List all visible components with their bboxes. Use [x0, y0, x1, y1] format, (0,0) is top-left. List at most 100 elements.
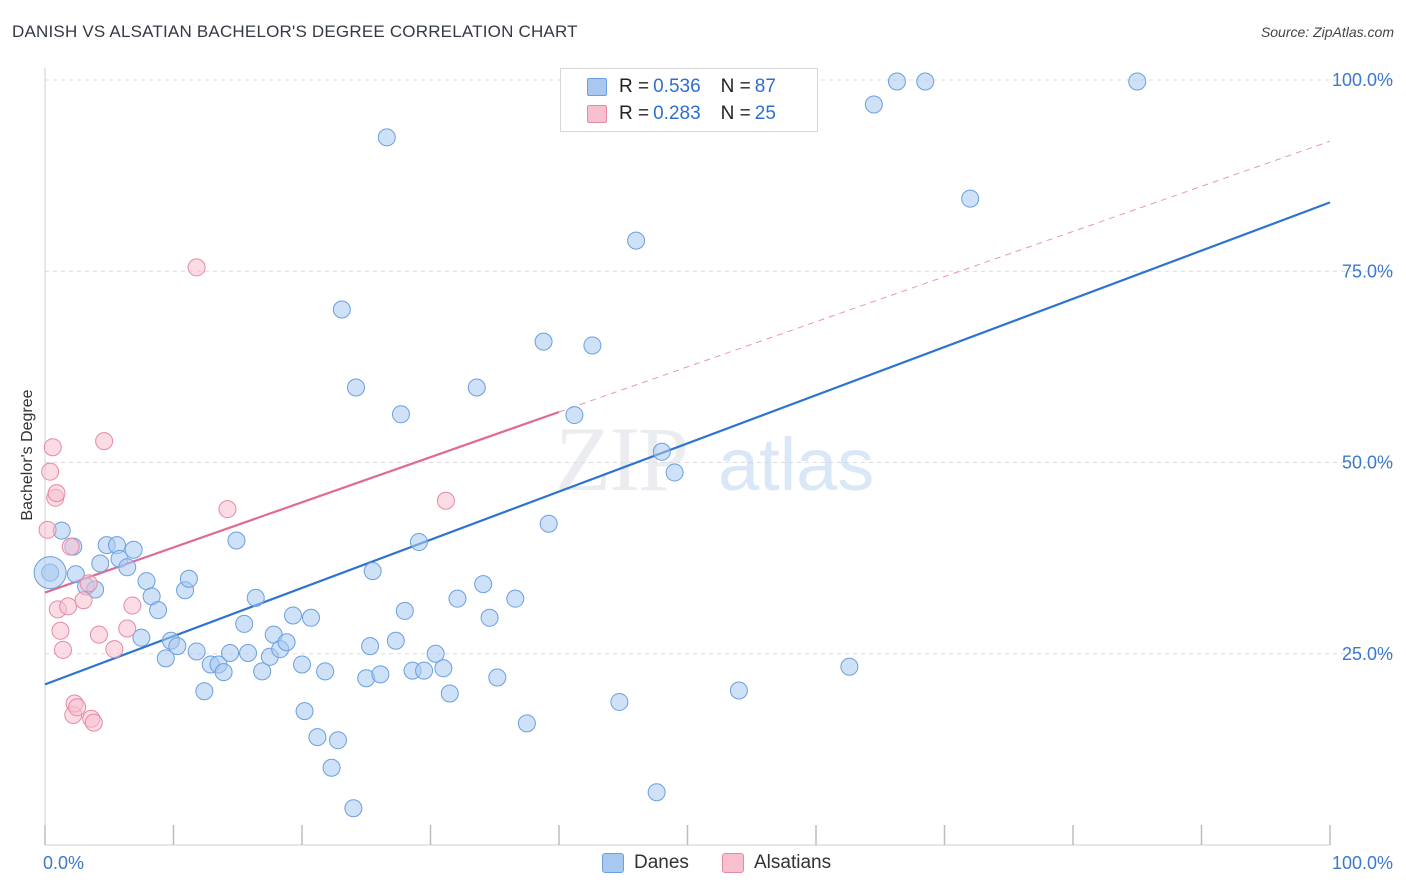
point-danes [386, 631, 405, 650]
watermark-atlas: atlas [718, 423, 874, 506]
point-danes [488, 668, 507, 687]
point-danes [195, 682, 214, 701]
legend-swatch-danes [587, 78, 607, 96]
point-danes [440, 684, 459, 703]
point-alsatians [95, 432, 114, 451]
y-tick-label: 100.0% [1332, 70, 1393, 90]
point-alsatians [47, 484, 66, 503]
point-danes [647, 783, 666, 802]
legend-row-alsatians: R = 0.283 N = 25 [587, 103, 776, 125]
legend-n-label: N = [720, 103, 751, 124]
trend-lines [44, 140, 1331, 686]
point-danes [293, 655, 311, 674]
point-danes [132, 628, 151, 647]
point-danes [409, 533, 428, 552]
bottom-legend-label-danes: Danes [634, 852, 689, 873]
legend-r-value: 0.283 [653, 103, 701, 124]
point-danes [371, 665, 390, 684]
legend-row-danes: R = 0.536 N = 87 [587, 76, 776, 98]
point-danes [346, 378, 365, 397]
data-points [33, 72, 1147, 818]
point-danes [377, 128, 396, 147]
point-danes [916, 72, 935, 91]
point-danes [214, 663, 233, 682]
point-danes [415, 661, 434, 680]
legend-n-value: 25 [754, 103, 776, 124]
point-danes [253, 662, 272, 681]
point-danes [322, 758, 341, 777]
point-danes [474, 575, 493, 594]
point-danes [187, 642, 206, 661]
point-danes [91, 554, 110, 573]
point-danes [395, 601, 414, 620]
source-label: Source: ZipAtlas.com [1260, 24, 1394, 40]
point-danes [840, 657, 859, 676]
bottom-legend-danes: Danes [602, 852, 689, 874]
point-danes [235, 614, 254, 633]
point-danes [179, 569, 198, 588]
point-alsatians [41, 462, 60, 481]
point-danes [137, 572, 156, 591]
point-danes [729, 681, 748, 700]
point-danes [361, 637, 380, 656]
point-danes [277, 633, 296, 652]
point-danes [539, 514, 558, 533]
point-danes [864, 95, 883, 114]
point-danes [221, 643, 240, 662]
legend-r-label: R = [619, 103, 650, 124]
point-alsatians [218, 500, 237, 519]
chart-title: DANISH VS ALSATIAN BACHELOR'S DEGREE COR… [12, 22, 578, 41]
point-danes [652, 442, 671, 461]
point-danes [627, 231, 646, 250]
point-danes [467, 378, 486, 397]
y-tick-label: 25.0% [1342, 644, 1393, 664]
point-danes [480, 608, 499, 627]
point-danes [246, 588, 265, 607]
point-danes [295, 702, 314, 721]
point-danes [363, 562, 382, 581]
point-danes [308, 728, 327, 747]
point-alsatians [51, 621, 70, 640]
point-danes [124, 540, 143, 559]
point-danes [156, 649, 175, 668]
x-tick-label: 100.0% [1332, 853, 1393, 873]
point-alsatians [79, 574, 98, 593]
point-danes [391, 405, 410, 424]
legend-r-label: R = [619, 76, 650, 97]
point-danes [332, 300, 351, 319]
point-danes [506, 589, 525, 608]
y-tick-label: 50.0% [1342, 453, 1393, 473]
legend-n-value: 87 [754, 76, 776, 97]
point-danes [610, 692, 629, 711]
point-danes [118, 558, 137, 577]
bottom-legend-swatch-danes [602, 853, 624, 873]
gridlines [45, 79, 1395, 655]
point-danes [66, 565, 85, 584]
point-danes [168, 637, 187, 656]
stats-legend: R = 0.536 N = 87 R = 0.283 N = 25 [560, 68, 818, 132]
legend-swatch-alsatians [587, 105, 607, 123]
point-danes [328, 731, 347, 750]
point-danes [344, 799, 363, 818]
trend-extension-alsatians [558, 140, 1331, 413]
point-alsatians [53, 640, 72, 659]
point-danes [565, 406, 584, 425]
point-alsatians [38, 520, 57, 539]
y-tick-label: 75.0% [1342, 261, 1393, 281]
point-alsatians [436, 491, 455, 510]
trend-line-danes [44, 201, 1331, 686]
point-alsatians [68, 698, 87, 717]
point-alsatians [84, 713, 103, 732]
point-danes [583, 336, 602, 355]
bottom-legend-alsatians: Alsatians [722, 852, 831, 874]
point-danes [887, 72, 906, 91]
point-danes [316, 662, 335, 681]
legend-n-label: N = [720, 76, 751, 97]
legend-r-value: 0.536 [653, 76, 701, 97]
point-danes [426, 644, 445, 663]
point-alsatians [123, 596, 142, 615]
point-danes [448, 589, 467, 608]
watermark: ZIP atlas [555, 408, 874, 510]
bottom-legend-swatch-alsatians [722, 853, 744, 873]
